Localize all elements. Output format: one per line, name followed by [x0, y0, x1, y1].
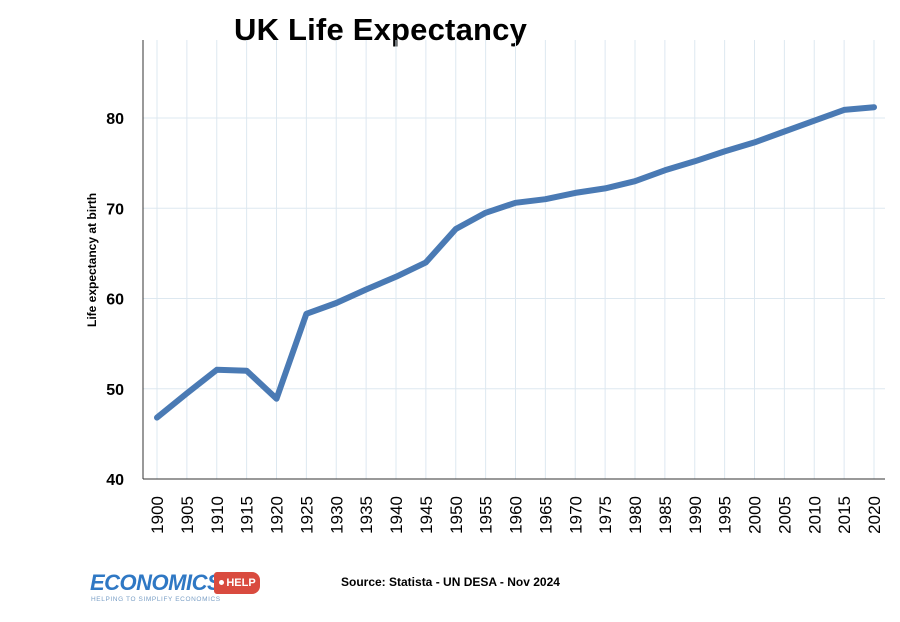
x-tick-label-1975: 1975	[596, 496, 615, 534]
x-tick-label-2000: 2000	[746, 496, 765, 534]
x-tick-label-1995: 1995	[716, 496, 735, 534]
logo-tag: HELP	[214, 572, 260, 594]
x-tick-label-2015: 2015	[835, 496, 854, 534]
x-tick-label-1940: 1940	[387, 496, 406, 534]
x-tick-label-1955: 1955	[477, 496, 496, 534]
x-tick-label-1930: 1930	[327, 496, 346, 534]
x-tick-label-1985: 1985	[656, 496, 675, 534]
y-axis-label: Life expectancy at birth	[85, 193, 99, 327]
data-point-1935	[363, 286, 369, 292]
series-layer	[154, 104, 877, 421]
data-point-1905	[184, 390, 190, 396]
logo-wordmark: ECONOMICS	[90, 570, 222, 595]
y-tick-label-40: 40	[106, 472, 124, 489]
data-point-1980	[632, 178, 638, 184]
data-point-1930	[333, 300, 339, 306]
x-tick-label-1935: 1935	[357, 496, 376, 534]
x-tick-label-1925: 1925	[297, 496, 316, 534]
x-tick-label-1990: 1990	[686, 496, 705, 534]
source-note: Source: Statista - UN DESA - Nov 2024	[341, 575, 560, 589]
data-point-1950	[453, 226, 459, 232]
data-point-2005	[781, 129, 787, 135]
data-point-1970	[572, 190, 578, 196]
x-tick-label-1980: 1980	[626, 496, 645, 534]
data-point-2000	[752, 139, 757, 145]
data-point-1940	[393, 274, 399, 280]
y-tick-label-60: 60	[106, 292, 124, 309]
logo-tag-hole-icon	[219, 580, 224, 585]
x-tick-label-1970: 1970	[566, 496, 585, 534]
logo-tag-text: HELP	[226, 577, 256, 589]
x-tick-label-1900: 1900	[148, 496, 167, 534]
data-point-1900	[154, 415, 160, 421]
data-point-1925	[303, 311, 309, 317]
x-tick-label-1915: 1915	[238, 496, 257, 534]
data-point-1955	[483, 210, 489, 216]
grid-lines	[143, 40, 885, 479]
data-point-2015	[841, 107, 847, 113]
x-tick-label-1945: 1945	[417, 496, 436, 534]
economics-help-logo: ECONOMICS HELP HELPING TO SIMPLIFY ECONO…	[90, 570, 270, 610]
x-tick-label-1920: 1920	[268, 496, 287, 534]
x-tick-label-1965: 1965	[536, 496, 555, 534]
x-tick-label-1910: 1910	[208, 496, 227, 534]
y-tick-label-70: 70	[106, 201, 124, 218]
data-point-1995	[722, 148, 728, 154]
data-point-1920	[274, 396, 279, 402]
x-tick-label-2005: 2005	[775, 496, 794, 534]
data-point-1975	[602, 185, 608, 191]
x-tick-label-1960: 1960	[507, 496, 526, 534]
chart-title: UK Life Expectancy	[234, 12, 528, 47]
data-point-1990	[692, 158, 698, 164]
x-tick-label-1950: 1950	[447, 496, 466, 534]
logo-tagline: HELPING TO SIMPLIFY ECONOMICS	[91, 596, 221, 603]
data-point-1910	[214, 367, 220, 373]
y-tick-labels: 40 50 60 70 80	[106, 111, 124, 489]
data-point-1965	[542, 196, 548, 202]
data-point-1915	[244, 368, 250, 374]
x-tick-label-2010: 2010	[805, 496, 824, 534]
data-point-1985	[662, 167, 668, 173]
x-tick-label-2020: 2020	[865, 496, 884, 534]
data-point-2010	[811, 118, 817, 124]
data-point-2020	[871, 104, 877, 110]
y-tick-label-80: 80	[106, 111, 124, 128]
data-point-1960	[513, 200, 518, 206]
y-tick-label-50: 50	[106, 382, 124, 399]
x-tick-labels: 1900 1905 1910 1915 1920 1925 1930 1935 1940 1945…	[148, 496, 884, 534]
data-point-1945	[423, 259, 429, 265]
x-tick-label-1905: 1905	[178, 496, 197, 534]
